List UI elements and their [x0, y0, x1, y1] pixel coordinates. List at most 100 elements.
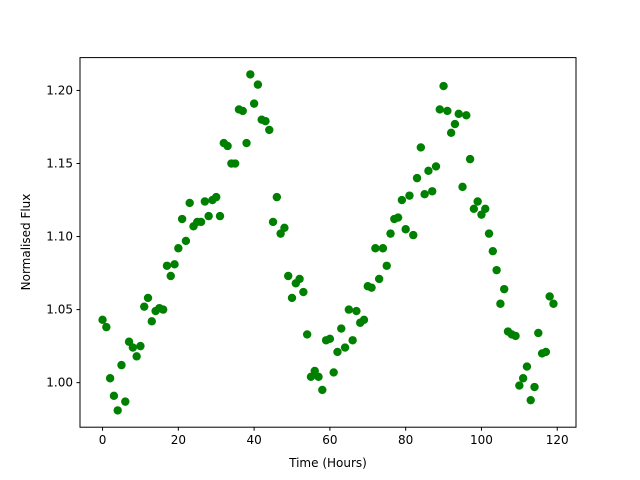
point [132, 352, 141, 361]
point [496, 299, 505, 308]
point [102, 322, 111, 332]
point [185, 198, 194, 208]
x-tick-label: 120 [546, 433, 569, 447]
point [412, 173, 422, 183]
point [284, 271, 293, 281]
point [98, 315, 107, 325]
point [386, 229, 395, 238]
point [462, 111, 471, 120]
point [238, 106, 247, 116]
point [128, 343, 138, 352]
y-tick-label: 1.15 [46, 157, 73, 171]
point [318, 385, 327, 395]
point [401, 225, 410, 234]
point [348, 336, 357, 345]
point [215, 211, 225, 221]
point [249, 99, 259, 108]
point [397, 195, 407, 205]
point [352, 306, 361, 316]
point [469, 204, 479, 213]
x-tick-label: 60 [322, 433, 337, 447]
point [121, 397, 130, 406]
point [435, 105, 444, 114]
point [109, 391, 119, 400]
x-tick-label: 40 [246, 433, 261, 447]
point [382, 261, 391, 270]
point [329, 368, 338, 377]
point [439, 81, 448, 91]
point [481, 204, 490, 213]
point [325, 334, 335, 344]
point [265, 125, 274, 135]
point [113, 406, 122, 415]
point [473, 197, 482, 206]
point [117, 360, 126, 370]
point [416, 143, 426, 152]
point [344, 305, 354, 314]
point [333, 347, 342, 357]
point [367, 283, 376, 292]
point [200, 197, 210, 206]
point [530, 382, 539, 392]
point [158, 305, 168, 314]
point [242, 138, 251, 148]
point [393, 213, 403, 222]
point [174, 244, 183, 253]
x-tick-label: 100 [470, 433, 493, 447]
point [488, 246, 498, 256]
point [268, 217, 278, 227]
y-tick-label: 1.10 [46, 230, 73, 244]
point [446, 128, 456, 138]
point [545, 292, 554, 301]
point [492, 265, 501, 275]
point [143, 293, 153, 303]
point [420, 189, 429, 199]
axes-frame [79, 57, 577, 428]
point [371, 244, 380, 253]
point [314, 372, 323, 381]
point [374, 274, 384, 284]
point [170, 260, 179, 269]
point [302, 330, 312, 339]
y-axis-label: Normalised Flux [19, 194, 33, 291]
point [541, 347, 551, 357]
point [484, 229, 494, 238]
point [246, 70, 255, 79]
point [166, 271, 175, 281]
point [359, 315, 369, 325]
point [522, 362, 532, 371]
point [431, 162, 441, 171]
y-tick-label: 1.05 [46, 303, 73, 317]
point [272, 192, 282, 202]
point [405, 191, 414, 200]
point [204, 211, 213, 221]
x-axis-label: Time (Hours) [288, 456, 367, 470]
point [230, 159, 240, 168]
x-tick-label: 80 [398, 433, 413, 447]
point [549, 299, 558, 308]
point [177, 214, 187, 224]
point [287, 293, 297, 303]
point [147, 317, 157, 326]
point [511, 331, 520, 341]
point [136, 341, 145, 351]
point [458, 182, 467, 192]
point [212, 192, 221, 202]
point [223, 141, 232, 151]
point [181, 236, 191, 246]
point [140, 302, 149, 311]
point [515, 381, 524, 390]
point [534, 328, 543, 338]
point [337, 324, 346, 333]
point [280, 223, 289, 232]
x-tick-label: 0 [99, 433, 107, 447]
point [465, 154, 475, 164]
point [261, 116, 270, 126]
point [295, 274, 304, 284]
point [499, 284, 509, 294]
point [428, 187, 437, 196]
point [340, 343, 350, 352]
point [424, 166, 433, 176]
point [253, 80, 263, 89]
